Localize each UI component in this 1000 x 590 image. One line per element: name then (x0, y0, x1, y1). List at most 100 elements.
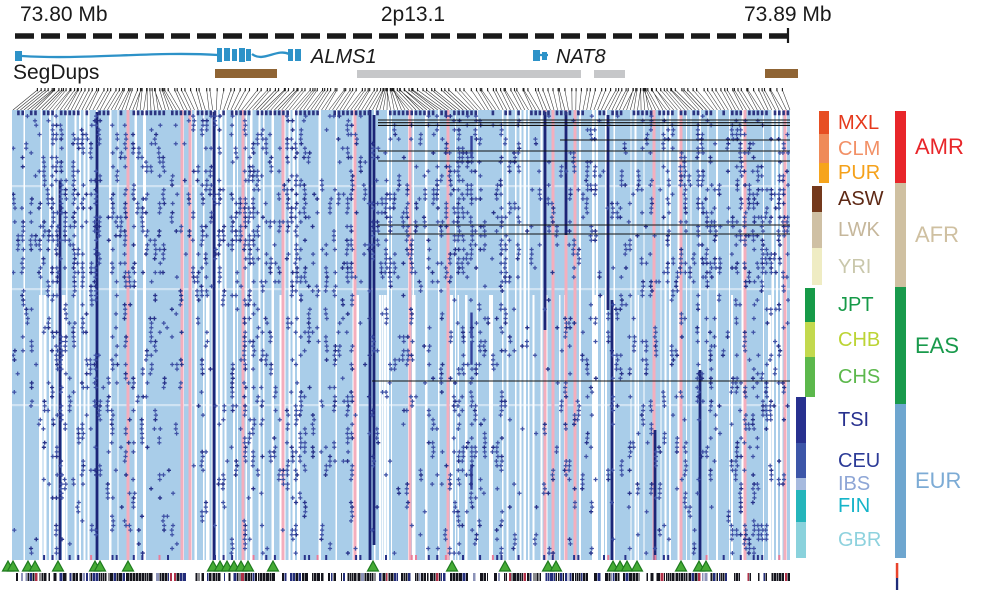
site-triangle-marker (266, 560, 280, 572)
segdup-bar-1 (357, 70, 581, 78)
population-bar-ceu (796, 443, 806, 478)
population-label-jpt: JPT (838, 294, 874, 316)
pink-variant-column (564, 110, 568, 560)
dark-variant-column (653, 430, 657, 560)
site-triangle-marker (241, 560, 255, 572)
superpopulation-label-eur: EUR (915, 468, 962, 493)
population-label-mxl: MXL (838, 111, 880, 134)
fan-lines (12, 89, 791, 111)
population-label-pur: PUR (838, 162, 881, 184)
variant-markers (12, 114, 790, 556)
population-bar-pur (819, 163, 829, 183)
site-triangle-marker (51, 560, 65, 572)
variant-markers-dark (12, 114, 790, 556)
pink-variant-column (573, 110, 577, 560)
population-label-fin: FIN (838, 495, 871, 517)
genotype-matrix (12, 110, 790, 560)
alms1-exon (288, 49, 293, 61)
site-triangle-marker (630, 560, 644, 572)
snp-connector-fan (12, 88, 791, 111)
alms1-exon (232, 49, 237, 61)
population-bar-asw (812, 186, 822, 212)
population-label-gbr: GBR (838, 529, 882, 551)
site-triangle-marker (549, 560, 563, 572)
alms1-exon (295, 49, 301, 61)
pink-variant-column (543, 110, 547, 560)
site-triangle-marker (121, 560, 135, 572)
pink-variant-column (783, 110, 787, 560)
cytoband-label: 2p13.1 (380, 3, 446, 26)
fan-top-ticks (36, 88, 783, 92)
site-triangle-marker (28, 560, 42, 572)
population-label-lwk: LWK (838, 219, 880, 241)
bottom-annotation-track (1, 560, 899, 590)
alms1-intron-line (21, 51, 290, 59)
dark-variant-column (368, 110, 372, 560)
population-bar-ibs (796, 478, 806, 490)
dark-variant-column (606, 115, 610, 310)
scale-mark-red (895, 563, 899, 578)
dark-variant-column (564, 112, 568, 235)
coordinate-label-right: 73.89 Mb (744, 3, 832, 26)
population-bar-mxl (819, 111, 829, 134)
pink-variant-column (180, 110, 184, 560)
population-bar-yri (812, 248, 822, 285)
population-bar-jpt (805, 288, 815, 322)
nat8-exon (542, 52, 547, 60)
superpopulation-label-amr: AMR (915, 134, 964, 159)
superpopulation-label-eas: EAS (915, 332, 960, 358)
segdup-bar-0 (215, 69, 277, 78)
population-label-asw: ASW (838, 188, 884, 210)
site-triangle-marker (699, 560, 713, 572)
population-bar-fin (796, 490, 806, 522)
site-triangle-marker (541, 560, 555, 572)
pink-variant-column (551, 110, 555, 560)
alms1-exon (239, 48, 245, 62)
site-triangle-marker (6, 560, 20, 572)
pink-variant-column (281, 110, 285, 560)
population-bar-chs (805, 357, 815, 397)
dark-variant-column (58, 180, 62, 560)
dark-variant-column (95, 112, 99, 560)
dark-variant-column (698, 370, 702, 560)
site-triangle-marker (445, 560, 459, 572)
alms1-exon (224, 48, 230, 61)
superpopulation-bar-amr (895, 111, 906, 183)
dark-variant-column (543, 112, 547, 330)
nat8-gene-label: NAT8 (556, 46, 606, 68)
site-triangle-marker (93, 560, 107, 572)
coordinate-label-left: 73.80 Mb (20, 3, 108, 26)
pink-variant-column (679, 110, 683, 560)
pink-variant-column (188, 110, 192, 560)
superpopulation-bar-eas (895, 287, 906, 404)
population-bar-gbr (796, 522, 806, 558)
population-label-yri: YRI (838, 255, 872, 278)
segdups-track-label: SegDups (13, 61, 100, 84)
superpopulation-label-afr: AFR (915, 222, 959, 247)
population-label-chb: CHB (838, 328, 881, 351)
dark-variant-column (372, 115, 376, 545)
nat8-exon (533, 50, 540, 61)
pink-variant-column (353, 110, 357, 560)
superpopulation-bar-afr (895, 183, 906, 287)
alms1-exon (217, 48, 222, 62)
pink-variant-column (408, 110, 412, 560)
site-triangle-marker (674, 560, 688, 572)
population-bar-tsi (796, 397, 806, 443)
population-label-ibs: IBS (838, 473, 871, 495)
alms1-gene-label: ALMS1 (310, 46, 377, 68)
site-triangle-marker (498, 560, 512, 572)
population-bar-lwk (812, 212, 822, 248)
alms1-exon (15, 51, 22, 61)
scale-mark-navy (895, 578, 899, 590)
dark-variant-column (212, 112, 216, 560)
pink-variant-column (652, 110, 656, 560)
population-label-clm: CLM (838, 137, 881, 160)
segdup-bar-3 (765, 69, 798, 78)
population-label-ceu: CEU (838, 449, 881, 472)
superpopulation-bar-eur (895, 404, 906, 558)
segdup-bar-2 (594, 70, 625, 78)
alms1-exon (246, 49, 251, 61)
population-label-tsi: TSI (838, 409, 870, 431)
